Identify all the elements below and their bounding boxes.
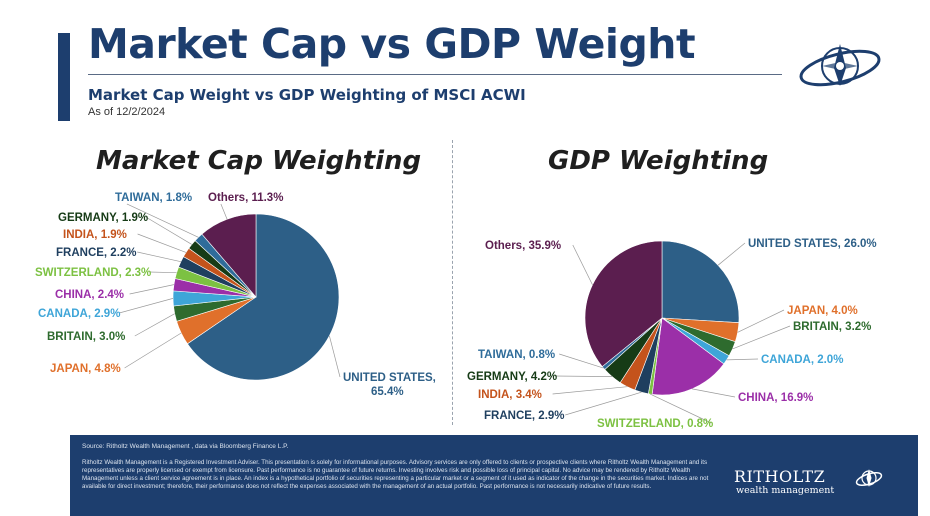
gdp-leader-france: [565, 391, 642, 416]
ritholtz-compass-emblem-icon: [799, 44, 881, 87]
market-cap-leader-china: [129, 284, 174, 295]
market-cap-leader-united-states: [329, 335, 341, 378]
brand-name: RITHOLTZ: [734, 467, 826, 486]
gdp-leader-others: [572, 244, 593, 286]
gdp-label-germany: GERMANY, 4.2%: [467, 371, 557, 383]
market-cap-label-united-states: UNITED STATES, 65.4%: [343, 372, 436, 398]
gdp-slice-united-states: [661, 240, 740, 324]
gdp-leader-britain: [732, 325, 791, 350]
gdp-leader-canada: [726, 358, 759, 361]
gdp-label-britain: BRITAIN, 3.2%: [793, 321, 871, 333]
market-cap-leader-canada: [119, 298, 174, 314]
gdp-label-switzerland: SWITZERLAND, 0.8%: [597, 418, 713, 430]
gdp-leader-china: [692, 388, 736, 398]
gdp-slice-others: [584, 240, 663, 367]
gdp-label-france: FRANCE, 2.9%: [484, 410, 565, 422]
gdp-leader-india: [552, 386, 628, 395]
market-cap-label-others: Others, 11.3%: [208, 192, 283, 204]
market-cap-label-britain: BRITAIN, 3.0%: [47, 331, 125, 343]
gdp-label-canada: CANADA, 2.0%: [761, 354, 843, 366]
market-cap-leader-britain: [134, 313, 175, 337]
source-note: Source: Ritholtz Wealth Management , dat…: [82, 443, 289, 450]
ritholtz-emblem-icon: [855, 469, 883, 487]
page-title: Market Cap vs GDP Weight: [88, 20, 696, 68]
gdp-leader-united-states: [717, 242, 746, 266]
gdp-leader-switzerland: [650, 393, 712, 424]
gdp-label-india: INDIA, 3.4%: [478, 389, 542, 401]
market-cap-leader-others: [220, 203, 228, 220]
title-accent-bar: [58, 33, 70, 121]
market-cap-chart-title: Market Cap Weighting: [96, 146, 422, 176]
market-cap-leader-germany: [145, 216, 192, 245]
gdp-leader-japan: [737, 309, 785, 333]
market-cap-leader-india: [137, 233, 187, 253]
gdp-label-china: CHINA, 16.9%: [738, 392, 813, 404]
pie-charts: UNITED STATES, 65.4% JAPAN, 4.8% BRITAIN, 3…: [35, 192, 877, 430]
market-cap-label-canada: CANADA, 2.9%: [38, 308, 120, 320]
footer-panel: Source: Ritholtz Wealth Management , dat…: [70, 435, 918, 516]
gdp-label-united-states: UNITED STATES, 26.0%: [748, 238, 877, 250]
brand-logo: RITHOLTZ wealth management: [734, 461, 884, 501]
gdp-chart-title: GDP Weighting: [548, 146, 769, 176]
gdp-label-japan: JAPAN, 4.0%: [787, 305, 858, 317]
market-cap-label-india: INDIA, 1.9%: [63, 229, 127, 241]
market-cap-label-germany: GERMANY, 1.9%: [58, 212, 148, 224]
market-cap-leader-taiwan: [126, 203, 199, 238]
market-cap-label-taiwan: TAIWAN, 1.8%: [115, 192, 192, 204]
market-cap-leader-france: [137, 251, 181, 263]
market-cap-label-china: CHINA, 2.4%: [55, 289, 124, 301]
gdp-leader-taiwan: [559, 353, 604, 369]
title-underline: [88, 74, 782, 75]
page-subtitle: Market Cap Weight vs GDP Weighting of MS…: [88, 86, 526, 104]
market-cap-label-switzerland: SWITZERLAND, 2.3%: [35, 267, 151, 279]
market-cap-leader-switzerland: [149, 271, 177, 274]
gdp-label-taiwan: TAIWAN, 0.8%: [478, 349, 555, 361]
gdp-label-others: Others, 35.9%: [485, 240, 561, 252]
as-of-date: As of 12/2/2024: [88, 106, 166, 118]
market-cap-label-japan: JAPAN, 4.8%: [50, 363, 121, 375]
brand-tagline: wealth management: [736, 485, 835, 496]
disclaimer-text: Ritholtz Wealth Management is a Register…: [82, 459, 709, 490]
market-cap-leader-japan: [124, 332, 182, 369]
gdp-slice-china: [651, 317, 725, 396]
market-cap-label-france: FRANCE, 2.2%: [56, 247, 137, 259]
gdp-leader-germany: [554, 375, 613, 377]
market-cap-slice-united-states: [187, 213, 340, 381]
chart-divider: [452, 140, 453, 425]
